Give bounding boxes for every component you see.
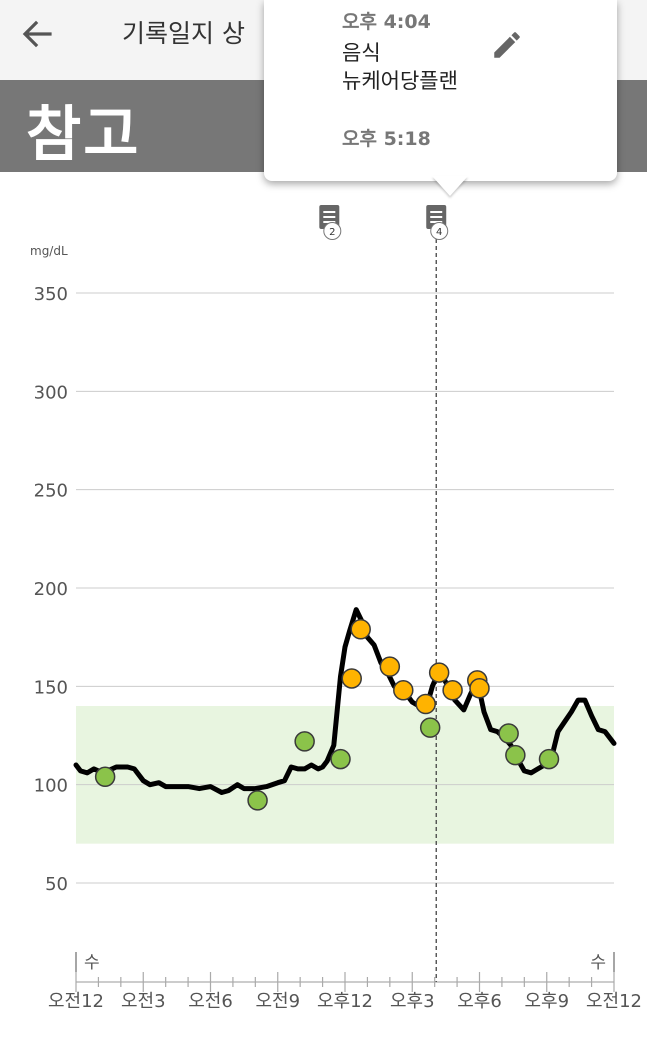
banner-title: 참고 [26, 100, 141, 170]
glucose-chart[interactable]: 350 300 250 200 150 100 50 mg/dL 오전12 오전3 오전6 오전9 오후… [0, 172, 647, 1047]
y-axis-label: mg/dL [30, 244, 68, 258]
y-tick-label: 350 [34, 284, 68, 305]
x-tick-label: 오후6 [457, 991, 502, 1012]
y-tick-label: 50 [45, 874, 68, 895]
glucose-point-high[interactable] [350, 619, 371, 640]
glucose-point-in-range[interactable] [94, 766, 116, 788]
y-tick-label: 150 [34, 677, 68, 698]
glucose-point-high[interactable] [341, 668, 362, 689]
x-tick-label: 오전9 [255, 991, 300, 1012]
page-title: 기록일지 상 [122, 19, 245, 48]
note-count: 2 [329, 227, 335, 238]
glucose-point-high[interactable] [428, 662, 450, 683]
edit-button[interactable] [490, 28, 526, 62]
glucose-point-in-range[interactable] [538, 748, 560, 770]
y-tick-label: 250 [34, 481, 68, 502]
x-tick-label: 오전6 [188, 991, 233, 1012]
x-tick-label: 오후9 [524, 991, 569, 1012]
pencil-icon [494, 32, 520, 58]
x-tick-label: 오전12 [48, 991, 104, 1012]
day-label-start: 수 [84, 953, 100, 973]
glucose-point-in-range[interactable] [330, 748, 351, 770]
target-range-band [76, 705, 614, 844]
day-label-end: 수 [590, 953, 606, 973]
popup-pointer [432, 176, 468, 196]
glucose-point-high[interactable] [469, 678, 490, 699]
glucose-chart-svg: 350 300 250 200 150 100 50 mg/dL 오전12 오전3 오전6 오전9 오후… [30, 205, 642, 1012]
glucose-point-in-range[interactable] [505, 744, 526, 766]
entry-time: 오후 4:04 [342, 11, 431, 33]
arrow-left-icon [22, 20, 52, 48]
glucose-point-in-range[interactable] [247, 790, 268, 811]
next-entry-time[interactable]: 오후 5:18 [342, 128, 431, 150]
note-count-badge [323, 222, 342, 240]
glucose-point-in-range[interactable] [419, 717, 441, 738]
x-tick-label: 오전3 [121, 991, 166, 1012]
x-tick-label: 오후12 [317, 991, 373, 1012]
back-button[interactable] [18, 14, 74, 54]
x-tick-label: 오전12 [586, 991, 642, 1012]
y-tick-label: 300 [34, 382, 68, 403]
note-count: 4 [436, 227, 442, 238]
note-count-badge [430, 222, 449, 240]
y-tick-label: 200 [34, 579, 68, 600]
entry-type: 음식 [342, 41, 381, 65]
glucose-point-in-range[interactable] [294, 731, 315, 752]
glucose-point-high[interactable] [415, 693, 436, 715]
y-tick-label: 100 [34, 776, 68, 797]
entry-popup[interactable]: 오후 4:04 음식 뉴케어당플랜 오후 5:18 [264, 0, 617, 181]
glucose-point-high[interactable] [379, 656, 401, 677]
entry-note: 뉴케어당플랜 [342, 69, 458, 93]
x-tick-label: 오후3 [390, 991, 435, 1012]
glucose-point-high[interactable] [393, 680, 414, 701]
glucose-point-in-range[interactable] [498, 723, 519, 744]
glucose-point-high[interactable] [442, 680, 463, 701]
